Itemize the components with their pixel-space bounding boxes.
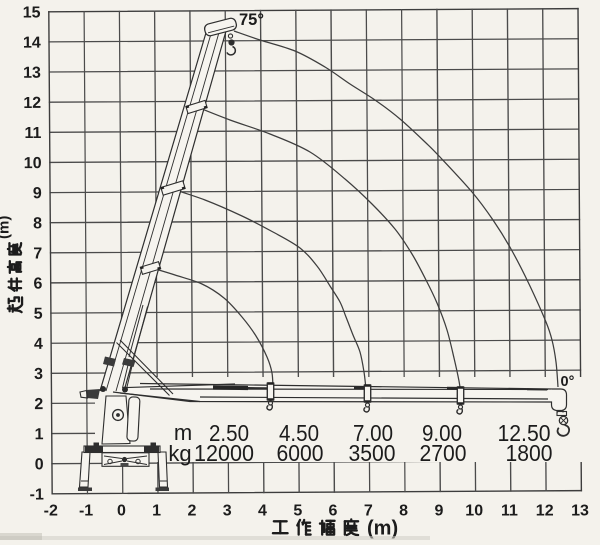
svg-text:8: 8: [399, 503, 408, 520]
svg-text:10: 10: [465, 503, 483, 520]
svg-text:3500: 3500: [349, 440, 396, 466]
svg-text:6: 6: [329, 503, 338, 520]
svg-text:6: 6: [33, 276, 42, 293]
svg-text:7.00: 7.00: [353, 420, 393, 446]
svg-text:5: 5: [293, 503, 302, 520]
svg-text:15: 15: [23, 4, 41, 21]
svg-text:12: 12: [23, 95, 41, 112]
svg-text:4: 4: [34, 336, 43, 353]
svg-text:10: 10: [24, 155, 42, 172]
svg-text:75°: 75°: [239, 11, 264, 29]
svg-text:-2: -2: [44, 503, 58, 520]
svg-text:8: 8: [33, 215, 42, 232]
svg-text:6000: 6000: [277, 440, 324, 466]
svg-text:11: 11: [501, 503, 518, 520]
svg-text:(m): (m): [367, 518, 398, 540]
svg-text:3: 3: [34, 366, 43, 383]
svg-text:12.50: 12.50: [498, 420, 551, 446]
svg-text:13: 13: [23, 65, 41, 82]
svg-text:2.50: 2.50: [209, 420, 249, 446]
svg-text:m: m: [174, 420, 192, 445]
svg-text:12: 12: [536, 503, 554, 520]
svg-text:-1: -1: [30, 486, 44, 503]
svg-text:11: 11: [24, 125, 41, 142]
svg-text:2: 2: [34, 396, 43, 413]
svg-text:1800: 1800: [506, 440, 553, 466]
svg-text:0°: 0°: [561, 374, 575, 390]
svg-text:12000: 12000: [194, 440, 254, 466]
svg-text:13: 13: [571, 503, 589, 520]
svg-text:1: 1: [34, 426, 43, 443]
svg-text:-1: -1: [79, 503, 93, 520]
svg-text:14: 14: [23, 35, 41, 52]
svg-text:4.50: 4.50: [279, 420, 319, 446]
svg-text:9.00: 9.00: [422, 420, 462, 446]
svg-text:7: 7: [33, 245, 42, 262]
svg-text:9: 9: [434, 503, 443, 520]
svg-text:9: 9: [33, 185, 42, 202]
svg-text:4: 4: [258, 503, 267, 520]
svg-text:0: 0: [35, 456, 44, 473]
svg-text:5: 5: [34, 306, 43, 323]
svg-text:(m): (m): [0, 216, 13, 239]
svg-text:0: 0: [117, 503, 126, 520]
svg-text:7: 7: [364, 503, 373, 520]
svg-text:kg: kg: [168, 441, 191, 466]
svg-text:1: 1: [152, 503, 161, 520]
svg-text:2: 2: [187, 503, 196, 520]
svg-text:2700: 2700: [420, 440, 467, 466]
svg-text:3: 3: [223, 503, 232, 520]
